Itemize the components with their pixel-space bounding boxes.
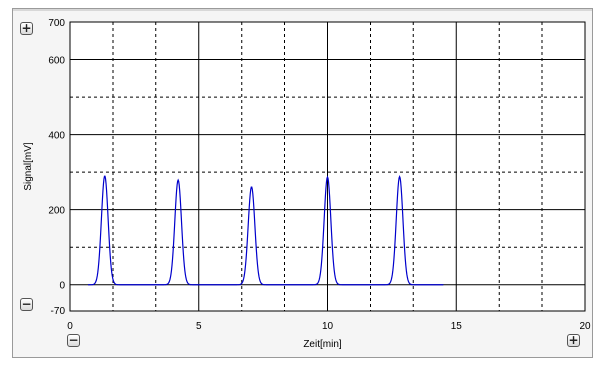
- zoom-y-out-button[interactable]: −: [20, 297, 33, 311]
- y-tick-label: 600: [48, 56, 65, 67]
- minus-icon: −: [21, 297, 32, 311]
- y-tick-label: 200: [48, 206, 65, 217]
- x-tick-label: 0: [67, 321, 73, 332]
- y-tick-label: 0: [59, 281, 65, 292]
- plot-border: [69, 21, 586, 312]
- y-tick-label: 700: [48, 18, 65, 29]
- plus-icon: +: [21, 21, 32, 35]
- y-axis-title: Signal[mV]: [23, 142, 34, 191]
- zoom-x-in-button[interactable]: +: [567, 333, 580, 347]
- zoom-y-in-button[interactable]: +: [20, 21, 33, 35]
- x-axis-title: Zeit[min]: [303, 339, 342, 350]
- x-tick-label: 20: [579, 321, 591, 332]
- minus-icon: −: [68, 333, 79, 347]
- panel-top-border: [13, 9, 592, 11]
- y-tick-label: -70: [51, 306, 66, 317]
- y-tick-label: 400: [48, 131, 65, 142]
- x-tick-label: 15: [451, 321, 463, 332]
- zoom-x-out-button[interactable]: −: [67, 333, 80, 347]
- signal-trace: [88, 175, 444, 286]
- x-tick-label: 10: [322, 321, 334, 332]
- x-tick-label: 5: [196, 321, 202, 332]
- plus-icon: +: [568, 333, 579, 347]
